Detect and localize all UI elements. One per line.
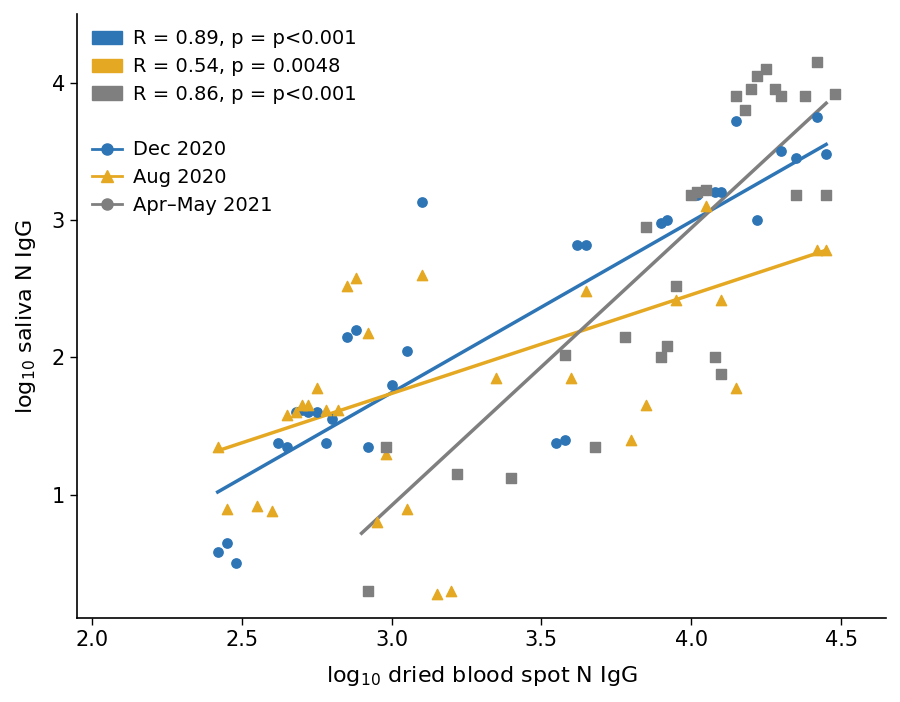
Point: [348, 272, 363, 284]
Y-axis label: log$_{10}$ saliva N IgG: log$_{10}$ saliva N IgG: [14, 219, 38, 413]
Point: [504, 472, 518, 484]
Point: [319, 437, 333, 448]
Point: [445, 585, 459, 597]
Point: [330, 404, 345, 415]
Point: [714, 369, 728, 380]
Point: [580, 239, 594, 251]
Point: [624, 435, 638, 446]
Point: [768, 84, 782, 95]
Point: [684, 190, 698, 201]
Point: [319, 404, 333, 415]
Point: [699, 184, 714, 195]
Point: [294, 400, 309, 411]
Point: [798, 91, 813, 102]
Point: [310, 406, 324, 418]
Point: [324, 413, 338, 425]
Point: [414, 270, 428, 281]
Point: [384, 379, 399, 390]
Point: [759, 63, 773, 74]
Point: [301, 406, 315, 418]
Point: [360, 327, 374, 338]
Point: [429, 588, 444, 600]
Point: [819, 148, 833, 159]
Point: [279, 441, 293, 452]
Point: [639, 221, 653, 232]
Point: [729, 115, 743, 126]
Point: [708, 352, 723, 363]
Point: [549, 437, 563, 448]
Point: [654, 352, 669, 363]
Point: [288, 406, 302, 418]
Point: [360, 441, 374, 452]
Point: [271, 437, 285, 448]
Point: [220, 537, 234, 548]
Point: [580, 286, 594, 297]
Point: [774, 146, 788, 157]
Point: [699, 184, 714, 195]
Point: [810, 112, 824, 123]
Point: [339, 331, 354, 343]
Point: [301, 400, 315, 411]
Legend: R = 0.89, p = p<0.001, R = 0.54, p = 0.0048, R = 0.86, p = p<0.001, , Dec 2020, : R = 0.89, p = p<0.001, R = 0.54, p = 0.0…: [86, 24, 363, 220]
Point: [810, 56, 824, 67]
Point: [369, 517, 383, 528]
Point: [229, 558, 243, 569]
Point: [220, 503, 234, 514]
Point: [660, 214, 674, 225]
Point: [729, 382, 743, 393]
Point: [744, 84, 759, 95]
Point: [669, 294, 683, 305]
Point: [750, 70, 764, 81]
Point: [714, 294, 728, 305]
Point: [249, 500, 264, 511]
Point: [310, 382, 324, 393]
Point: [360, 585, 374, 597]
Point: [414, 197, 428, 208]
Point: [690, 190, 705, 201]
Point: [729, 91, 743, 102]
Point: [400, 503, 414, 514]
Point: [708, 187, 723, 198]
Point: [618, 331, 633, 343]
Point: [750, 214, 764, 225]
Point: [810, 244, 824, 256]
Point: [558, 349, 572, 360]
Point: [288, 406, 302, 418]
Point: [699, 201, 714, 212]
X-axis label: log$_{10}$ dried blood spot N IgG: log$_{10}$ dried blood spot N IgG: [326, 664, 637, 688]
Point: [774, 91, 788, 102]
Point: [690, 187, 705, 198]
Point: [378, 448, 392, 459]
Point: [265, 505, 279, 517]
Point: [348, 324, 363, 336]
Point: [558, 435, 572, 446]
Point: [828, 88, 842, 99]
Point: [279, 409, 293, 420]
Point: [211, 547, 225, 558]
Point: [819, 244, 833, 256]
Point: [589, 441, 603, 452]
Point: [669, 280, 683, 291]
Point: [819, 190, 833, 201]
Point: [639, 400, 653, 411]
Point: [789, 152, 804, 164]
Point: [339, 280, 354, 291]
Point: [654, 217, 669, 228]
Point: [660, 340, 674, 352]
Point: [564, 372, 579, 383]
Point: [450, 468, 464, 479]
Point: [738, 105, 752, 116]
Point: [490, 372, 504, 383]
Point: [400, 345, 414, 356]
Point: [211, 441, 225, 452]
Point: [294, 404, 309, 415]
Point: [571, 239, 585, 251]
Point: [714, 187, 728, 198]
Point: [378, 441, 392, 452]
Point: [789, 190, 804, 201]
